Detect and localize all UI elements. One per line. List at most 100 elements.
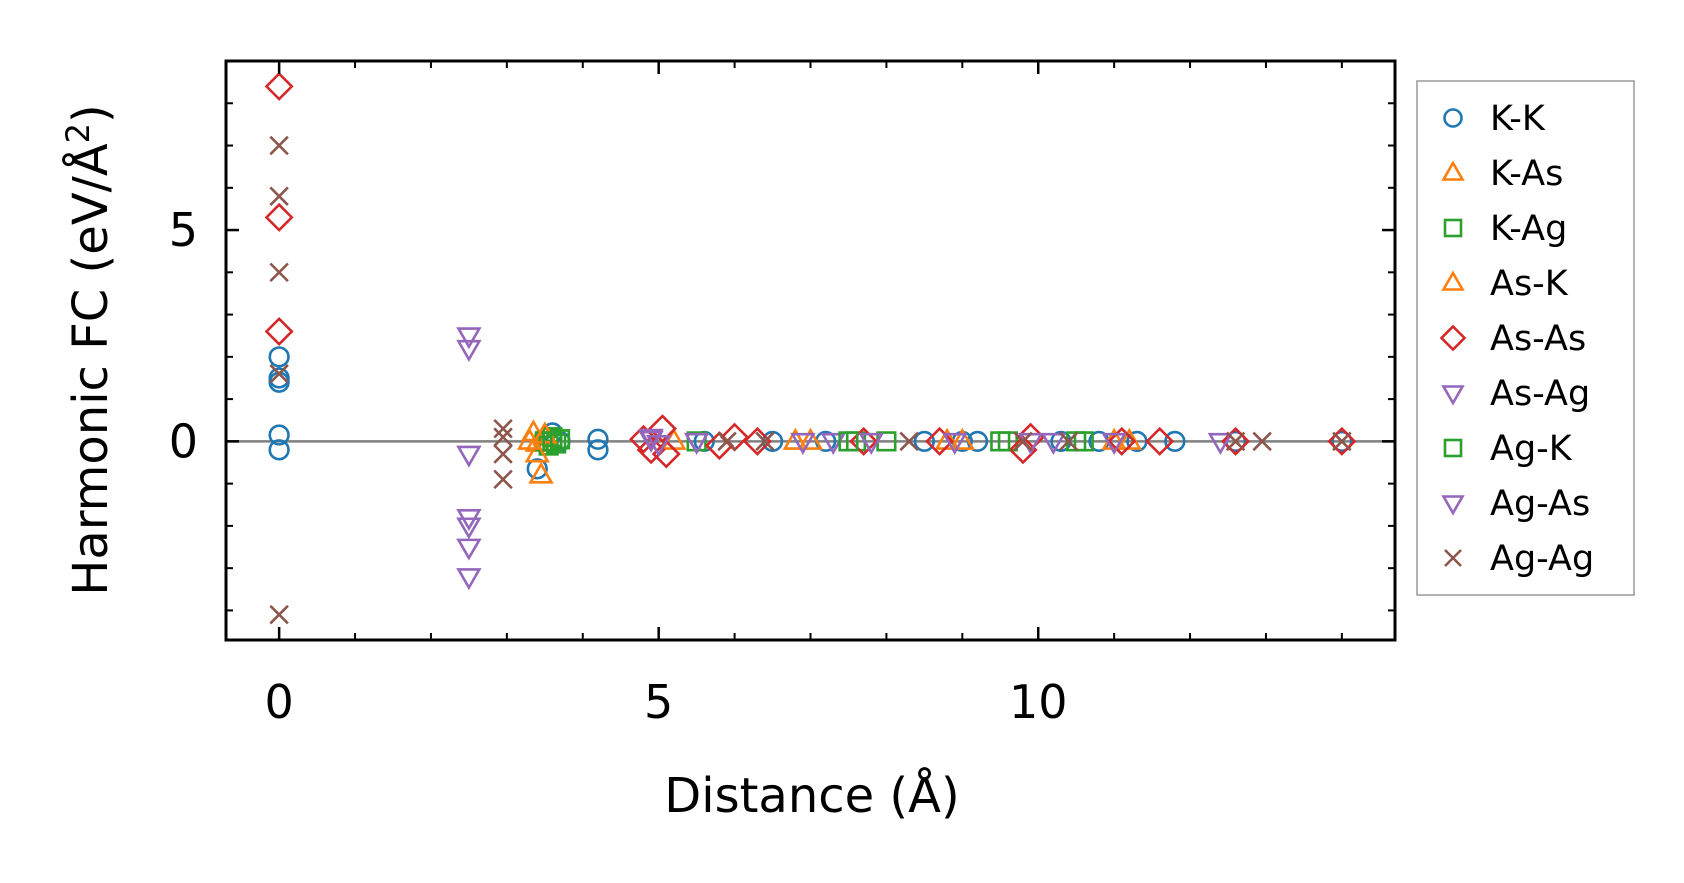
legend-marker-icon [1439, 324, 1467, 352]
data-point [493, 418, 513, 439]
legend-marker-icon [1441, 270, 1465, 291]
data-point [990, 431, 1011, 452]
data-point [797, 427, 824, 450]
data-point [913, 430, 936, 453]
data-point [1013, 431, 1033, 452]
x-axis-label: Distance (Å) [664, 767, 959, 824]
data-point [651, 439, 681, 469]
data-point [636, 435, 666, 465]
legend-label: Ag-K [1490, 429, 1573, 469]
legend-marker-icon [1443, 108, 1463, 128]
data-point [493, 469, 513, 490]
data-point [1331, 430, 1353, 453]
data-point [838, 431, 859, 452]
legend-label: As-As [1490, 319, 1586, 359]
data-point [269, 604, 289, 625]
data-point [1058, 431, 1079, 452]
data-point [1207, 432, 1234, 455]
data-point [264, 71, 294, 101]
data-point [925, 426, 955, 456]
legend-item-ag-k: Ag-K [1443, 429, 1573, 469]
legend-label: Ag-As [1490, 484, 1590, 524]
legend-label: K-K [1490, 99, 1546, 139]
series-ag-k [542, 429, 1094, 452]
data-point [645, 435, 672, 458]
legend-item-k-k: K-K [1443, 99, 1546, 139]
legend-box [1416, 80, 1635, 596]
data-point [949, 427, 976, 450]
legend-label: As-K [1490, 264, 1569, 304]
data-point [456, 568, 482, 591]
legend-marker-icon [1443, 438, 1463, 458]
data-point [269, 186, 289, 206]
data-point [849, 426, 879, 456]
data-point [269, 262, 289, 283]
data-point [528, 461, 554, 484]
data-point [546, 433, 567, 454]
data-point [1101, 432, 1127, 455]
data-point [638, 428, 664, 451]
legend-item-k-as: K-As [1441, 154, 1563, 194]
series-ag-ag [269, 135, 1352, 625]
y-tick-label: 5 [169, 203, 198, 257]
data-point [790, 432, 816, 455]
data-point [456, 445, 482, 468]
data-point [526, 458, 548, 480]
data-point [456, 517, 482, 540]
data-point [493, 427, 513, 447]
legend-item-k-ag: K-Ag [1443, 209, 1567, 249]
data-point [942, 432, 968, 455]
data-point [742, 426, 772, 456]
data-point [755, 431, 775, 452]
data-point [1332, 431, 1352, 452]
data-point [493, 444, 513, 464]
legend-marker-icon [1441, 385, 1465, 406]
legend-item-ag-as: Ag-As [1441, 484, 1590, 524]
data-point [899, 431, 919, 452]
data-point [524, 440, 550, 463]
legend-item-as-as: As-As [1439, 319, 1586, 359]
legend-label: K-Ag [1490, 209, 1567, 249]
data-point [1040, 432, 1067, 455]
legend-item-ag-ag: Ag-Ag [1444, 539, 1594, 579]
data-point [1073, 431, 1094, 452]
legend-marker-icon [1441, 495, 1465, 516]
legend-label: K-As [1490, 154, 1563, 194]
legend-label: Ag-Ag [1490, 539, 1594, 579]
legend-marker-icon [1443, 218, 1463, 238]
data-point [1164, 430, 1186, 453]
data-point [268, 439, 290, 461]
data-point [683, 432, 710, 455]
data-point [1221, 426, 1251, 456]
plot-area: 0 5 10 0 5 [169, 59, 1397, 729]
y-axis-label-superscript: 2 [59, 123, 97, 143]
data-point [587, 428, 609, 450]
data-point [1107, 426, 1137, 456]
data-point [1225, 431, 1246, 452]
data-point [647, 414, 677, 444]
data-point [268, 346, 290, 368]
data-point [269, 364, 289, 384]
y-axis-label-close: ) [63, 104, 119, 123]
data-point [264, 202, 294, 232]
data-point [1252, 431, 1272, 452]
x-tick-label: 0 [264, 675, 293, 729]
y-tick-label: 0 [169, 414, 198, 468]
data-point [456, 339, 482, 362]
data-point [268, 424, 290, 446]
x-tick-label: 10 [1009, 675, 1068, 729]
data-point [264, 316, 294, 346]
data-point [782, 427, 809, 450]
data-point [934, 427, 960, 450]
data-point [456, 538, 482, 561]
legend: K-K K-As K-Ag As-K As-As As-Ag Ag-K Ag-As Ag-Ag [1416, 80, 1635, 596]
data-point [269, 135, 289, 156]
data-point [717, 431, 737, 452]
data-point [858, 432, 884, 455]
data-point [1101, 427, 1127, 450]
data-point [1116, 427, 1143, 450]
y-axis-label-main: Harmonic FC (eV/Å [62, 143, 119, 596]
data-point [456, 327, 482, 350]
data-point [549, 429, 571, 450]
legend-item-as-ag: As-Ag [1441, 374, 1590, 414]
